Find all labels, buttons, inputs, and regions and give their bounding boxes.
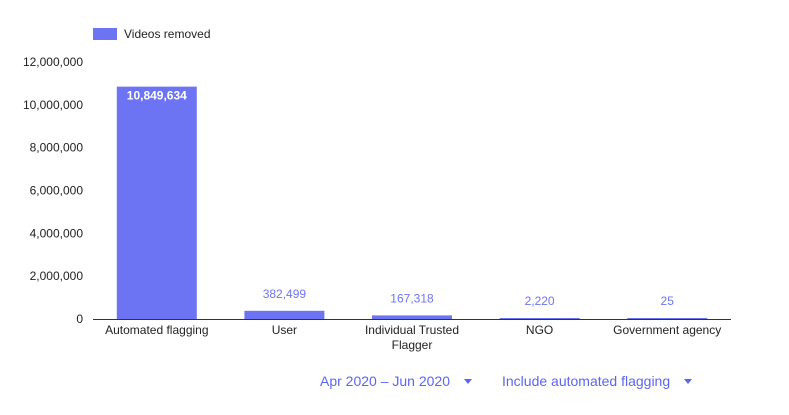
bar[interactable] [116, 86, 197, 319]
date-range-label: Apr 2020 – Jun 2020 [320, 373, 450, 389]
legend-swatch [93, 28, 117, 40]
y-tick-label: 10,000,000 [23, 98, 83, 112]
bar-value-label: 25 [661, 294, 675, 308]
flagging-option-label: Include automated flagging [502, 373, 671, 389]
x-tick-label: Automated flagging [105, 323, 208, 337]
x-tick-label: Individual Trusted [365, 323, 459, 337]
bar[interactable] [244, 310, 325, 319]
bar[interactable] [627, 318, 708, 319]
legend[interactable]: Videos removed [93, 27, 211, 41]
legend-label: Videos removed [124, 27, 211, 41]
x-tick-label: Government agency [613, 323, 721, 337]
bar-value-label: 382,499 [263, 287, 307, 301]
chevron-down-icon [464, 378, 472, 384]
bar-value-label: 10,849,634 [127, 89, 187, 103]
y-tick-label: 8,000,000 [30, 141, 84, 155]
y-axis: 0 2,000,000 4,000,000 6,000,000 8,000,000 10,… [23, 55, 83, 326]
flagging-option-dropdown[interactable]: Include automated flagging [502, 373, 693, 389]
bar-chart: Videos removed 0 2,000,000 4,000,000 6,000,… [23, 27, 731, 352]
x-axis-labels: Automated flagging User Individual Trusted… [105, 323, 721, 352]
y-tick-label: 0 [76, 312, 83, 326]
x-tick-label: NGO [526, 323, 553, 337]
filter-bar: Apr 2020 – Jun 2020 Include automated fl… [320, 373, 693, 389]
y-tick-label: 6,000,000 [30, 184, 84, 198]
x-tick-label: User [272, 323, 297, 337]
y-tick-label: 4,000,000 [30, 226, 84, 240]
bar-value-label: 167,318 [390, 291, 434, 305]
x-tick-label: Flagger [392, 338, 433, 352]
date-range-dropdown[interactable]: Apr 2020 – Jun 2020 [320, 373, 472, 389]
bars: 10,849,634 382,499 167,318 2,220 25 [116, 86, 708, 319]
chevron-down-icon [684, 378, 693, 384]
bar[interactable] [372, 315, 452, 319]
y-tick-label: 2,000,000 [30, 269, 84, 283]
bar[interactable] [499, 318, 580, 319]
y-tick-label: 12,000,000 [23, 55, 83, 69]
bar-value-label: 2,220 [525, 294, 555, 308]
